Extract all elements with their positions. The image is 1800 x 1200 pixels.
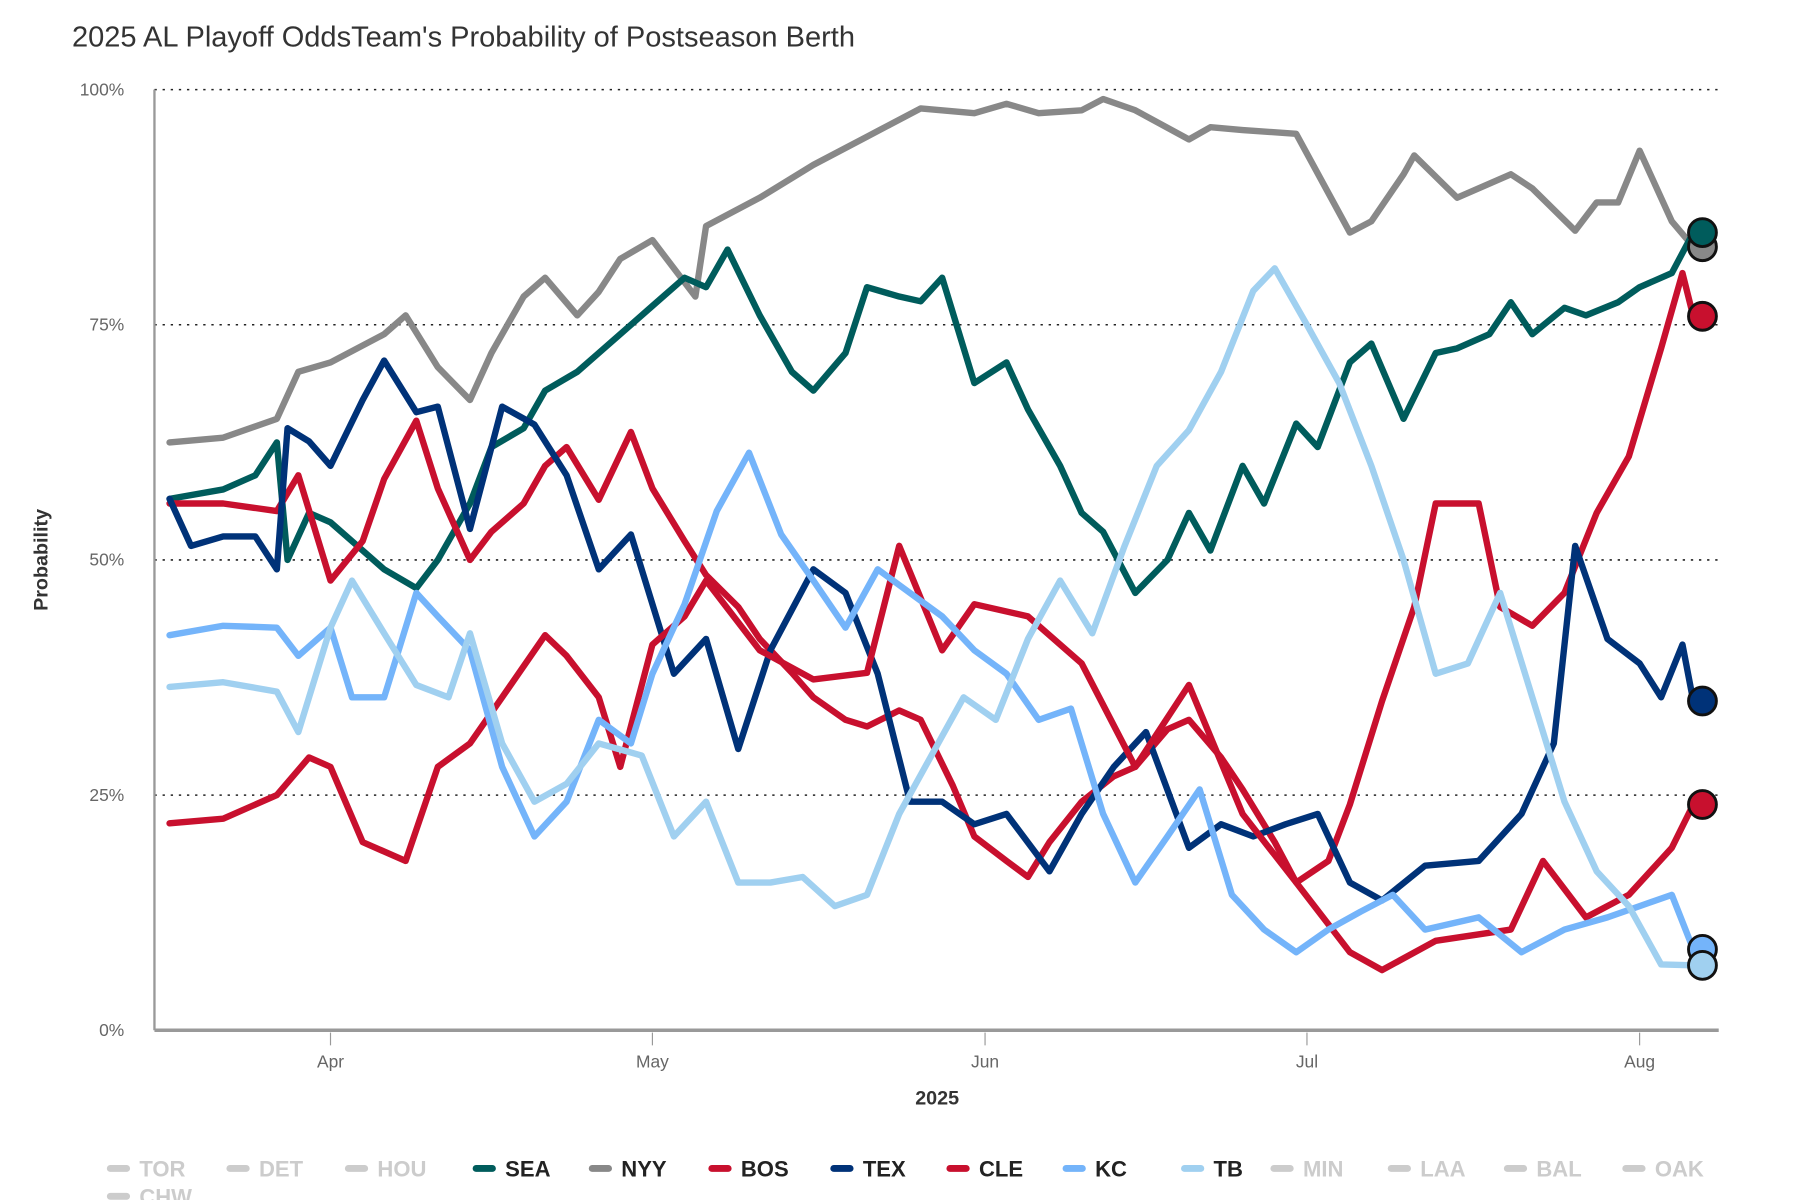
legend-item-hou[interactable]: HOU <box>344 1157 426 1182</box>
y-tick-label: 25% <box>89 785 124 805</box>
legend-label: DET <box>259 1157 304 1182</box>
legend-item-tor[interactable]: TOR <box>106 1157 186 1182</box>
legend-label: BAL <box>1536 1157 1581 1182</box>
x-tick-label: Apr <box>317 1051 344 1071</box>
legend-label: HOU <box>377 1157 426 1182</box>
series-line-tb[interactable] <box>166 265 1697 969</box>
legend-label: SEA <box>505 1157 550 1182</box>
end-marker-cle[interactable] <box>1687 789 1718 820</box>
legend-label: BOS <box>741 1157 789 1182</box>
legend-label: MIN <box>1303 1157 1343 1182</box>
legend-label: LAA <box>1420 1157 1465 1182</box>
legend: TOR DET HOU SEA NYY BOS TEX CLE KC TB MIN LAA BAL OAK… <box>106 1157 1704 1200</box>
y-tick-label: 50% <box>89 550 124 570</box>
legend-label: CHW <box>139 1184 192 1200</box>
legend-label: TOR <box>139 1157 185 1182</box>
x-axis-ticks: Apr May Jun Jul Aug <box>317 1032 1655 1071</box>
series-line-nyy[interactable] <box>166 95 1697 446</box>
series-line-bos[interactable] <box>166 269 1697 886</box>
y-axis-ticks: 0% 25% 50% 75% 100% <box>80 79 125 1040</box>
y-tick-label: 100% <box>80 79 125 99</box>
series-lines <box>166 95 1697 974</box>
series-line-kc[interactable] <box>166 449 1697 956</box>
series-line-tex[interactable] <box>166 357 1697 904</box>
end-marker-tb[interactable] <box>1687 949 1718 981</box>
x-tick-label: Jun <box>971 1051 999 1071</box>
legend-label: TEX <box>863 1157 906 1182</box>
end-marker-sea[interactable] <box>1687 217 1718 248</box>
legend-item-kc[interactable]: KC <box>1062 1157 1127 1182</box>
legend-item-bal[interactable]: BAL <box>1503 1157 1582 1182</box>
end-markers <box>1687 217 1718 981</box>
legend-item-laa[interactable]: LAA <box>1387 1157 1466 1182</box>
y-tick-label: 0% <box>99 1020 124 1040</box>
y-axis-label: Probability <box>31 509 53 611</box>
legend-item-tb[interactable]: TB <box>1181 1157 1243 1182</box>
legend-item-oak[interactable]: OAK <box>1622 1157 1704 1182</box>
end-marker-tex[interactable] <box>1687 685 1718 717</box>
y-tick-label: 75% <box>89 315 124 335</box>
end-marker-bos[interactable] <box>1687 300 1718 332</box>
legend-item-cle[interactable]: CLE <box>946 1157 1023 1182</box>
legend-label: OAK <box>1655 1157 1704 1182</box>
series-line-sea[interactable] <box>166 229 1697 597</box>
chart-title: 2025 AL Playoff OddsTeam's Probability o… <box>72 22 855 54</box>
legend-item-tex[interactable]: TEX <box>830 1157 906 1182</box>
series-line-cle[interactable] <box>166 542 1697 974</box>
x-axis-label: 2025 <box>915 1088 959 1110</box>
legend-item-min[interactable]: MIN <box>1270 1157 1343 1182</box>
x-tick-label: May <box>636 1051 669 1071</box>
legend-label: TB <box>1214 1157 1243 1182</box>
legend-label: CLE <box>979 1157 1023 1182</box>
x-tick-label: Aug <box>1624 1051 1655 1071</box>
legend-item-sea[interactable]: SEA <box>472 1157 551 1182</box>
legend-item-det[interactable]: DET <box>226 1157 304 1182</box>
x-tick-label: Jul <box>1296 1051 1318 1071</box>
legend-item-chw[interactable]: CHW <box>106 1184 192 1200</box>
legend-item-nyy[interactable]: NYY <box>588 1157 667 1182</box>
legend-label: NYY <box>621 1157 667 1182</box>
legend-item-bos[interactable]: BOS <box>708 1157 789 1182</box>
legend-label: KC <box>1095 1157 1127 1182</box>
